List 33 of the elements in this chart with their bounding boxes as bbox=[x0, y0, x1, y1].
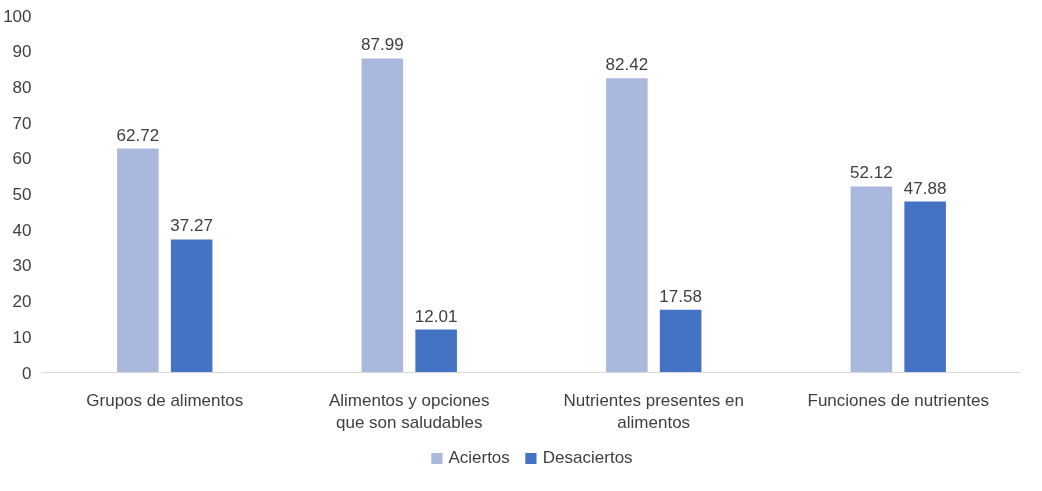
y-tick-label: 80 bbox=[12, 77, 32, 97]
x-tick-label: Alimentos y opciones que son saludables bbox=[328, 390, 490, 433]
y-tick-label: 60 bbox=[12, 149, 32, 169]
y-tick-label: 90 bbox=[12, 42, 32, 62]
legend-label: Aciertos bbox=[448, 447, 510, 468]
y-tick-label: 0 bbox=[22, 363, 32, 383]
legend-label: Desaciertos bbox=[542, 447, 633, 468]
bar bbox=[904, 201, 946, 373]
y-tick-label: 50 bbox=[12, 185, 32, 204]
bar bbox=[117, 148, 159, 373]
x-tick-label: Funciones de nutrientes bbox=[807, 390, 989, 410]
y-tick-label: 100 bbox=[3, 6, 32, 26]
data-label: 17.58 bbox=[659, 286, 702, 306]
data-label: 82.42 bbox=[605, 55, 649, 75]
y-tick-label: 70 bbox=[12, 113, 32, 133]
bar bbox=[170, 239, 213, 373]
bar bbox=[415, 329, 457, 373]
bar bbox=[606, 78, 648, 373]
data-label: 52.12 bbox=[850, 163, 893, 183]
y-tick-label: 30 bbox=[12, 256, 32, 276]
bar bbox=[659, 309, 702, 373]
data-label: 87.99 bbox=[361, 35, 404, 55]
y-tick-label: 40 bbox=[12, 220, 32, 240]
data-label: 47.88 bbox=[903, 178, 947, 198]
y-tick-label: 10 bbox=[12, 327, 32, 347]
bar bbox=[361, 58, 404, 373]
data-label: 62.72 bbox=[116, 125, 160, 145]
data-label: 37.27 bbox=[170, 216, 213, 236]
bar bbox=[850, 186, 893, 373]
x-tick-label: Nutrientes presentes en alimentos bbox=[563, 390, 744, 433]
data-label: 12.01 bbox=[414, 306, 458, 326]
y-tick-label: 20 bbox=[12, 292, 32, 312]
x-tick-label: Grupos de alimentos bbox=[86, 390, 244, 410]
